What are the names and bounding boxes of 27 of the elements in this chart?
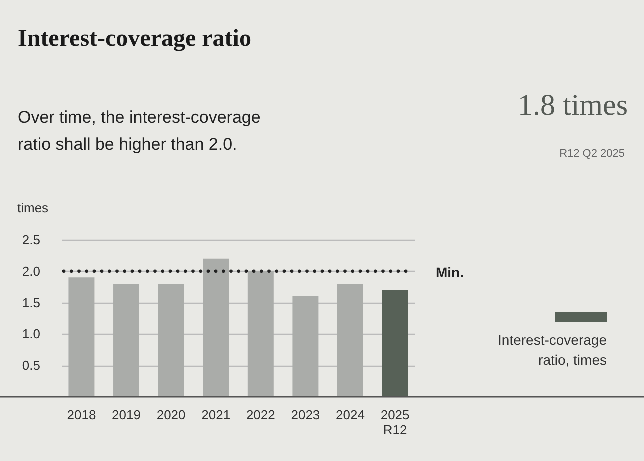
bar (68, 278, 95, 397)
x-tick-label: 2024 (336, 408, 365, 422)
text: R12 Q2 2025 (560, 148, 625, 160)
legend-label: Interest-coverage ratio, times (498, 332, 608, 368)
bar (292, 296, 319, 397)
ref-line-label: Min. (436, 264, 464, 280)
y-tick-label: 1.0 (22, 326, 40, 342)
x-tick-label: 2020 (156, 408, 186, 422)
x-tick-label: 2023 (291, 408, 320, 422)
x-tick-label: 2025 R12 (380, 408, 410, 438)
y-tick-label: 1.5 (22, 295, 40, 310)
x-tick-label: 2019 (112, 408, 141, 422)
y-tick-label: 2.5 (22, 232, 40, 248)
y-tick-label: 0.5 (22, 358, 40, 374)
bar (203, 258, 230, 397)
x-tick-label: 2022 (246, 408, 276, 422)
text: 1.8 times (518, 89, 628, 122)
y-tick-label: 2.0 (22, 264, 40, 279)
bar (158, 284, 184, 397)
y-axis-title: times (18, 200, 50, 216)
x-tick-label: 2018 (67, 408, 96, 422)
bar (248, 271, 274, 397)
bar (338, 284, 364, 397)
chart-subtitle: Over time, the interest-coverage ratio shall be higher than 2.0. (18, 108, 261, 154)
chart-title: Interest-coverage ratio (18, 26, 252, 52)
x-tick-label: 2021 (202, 408, 231, 422)
bar (114, 284, 140, 397)
